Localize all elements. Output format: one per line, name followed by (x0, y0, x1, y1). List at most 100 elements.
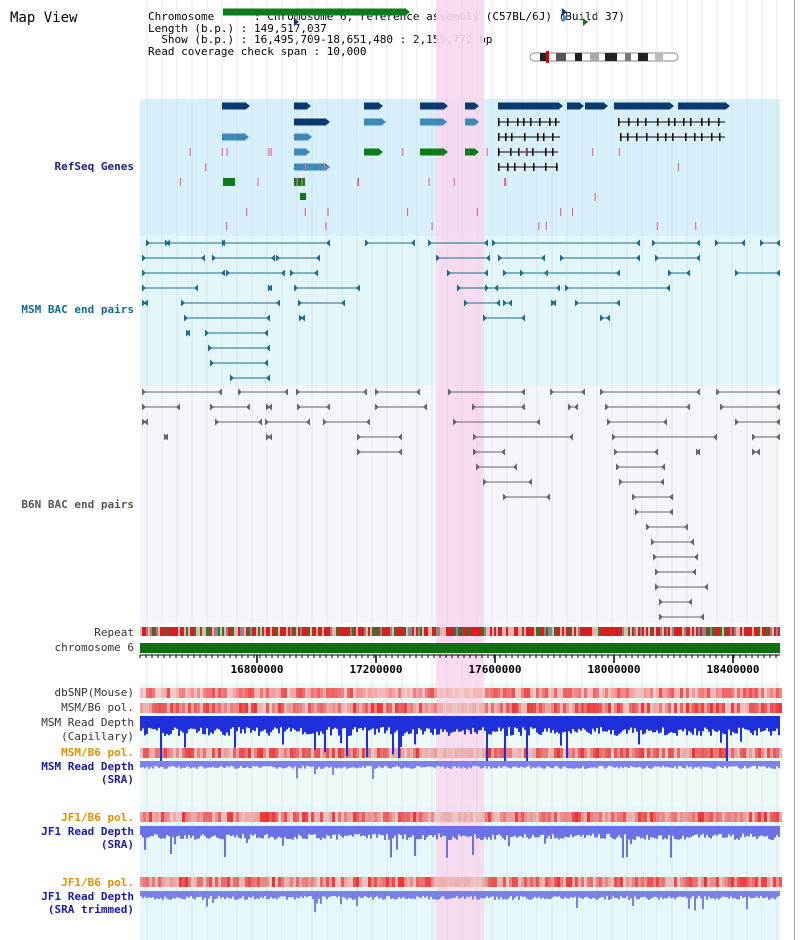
heat-cell (170, 748, 173, 758)
small-feature (594, 193, 596, 201)
repeat-block (172, 627, 174, 636)
small-feature (504, 178, 506, 186)
repeat-block (658, 627, 660, 636)
depth-bar (530, 891, 532, 900)
depth-bar (196, 826, 198, 839)
depth-bar (510, 826, 512, 838)
heat-cell (455, 703, 458, 713)
heat-cell (320, 703, 323, 713)
depth-bar (672, 716, 674, 733)
heat-cell (656, 877, 659, 887)
heat-cell (701, 812, 704, 822)
depth-bar (620, 716, 622, 733)
heat-cell (644, 748, 647, 758)
heat-cell (674, 877, 677, 887)
heat-cell (287, 812, 290, 822)
depth-bar (296, 891, 298, 898)
depth-bar (274, 891, 276, 899)
depth-bar (282, 761, 284, 769)
heat-cell (734, 703, 737, 713)
heat-cell (548, 688, 551, 698)
depth-bar (332, 761, 334, 775)
depth-bar (270, 761, 272, 767)
repeat-block (430, 627, 432, 636)
depth-bar (678, 826, 680, 840)
depth-bar (406, 891, 408, 900)
msm-bac-pair-end (326, 239, 330, 247)
heat-cell (647, 748, 650, 758)
depth-bar (188, 826, 190, 836)
small-feature (270, 148, 272, 156)
depth-bar (422, 891, 424, 897)
depth-bar (160, 761, 162, 767)
depth-bar (200, 761, 202, 767)
heat-cell (326, 688, 329, 698)
heat-cell (566, 688, 569, 698)
depth-bar (410, 826, 412, 838)
heat-cell (575, 748, 578, 758)
repeat-block (478, 627, 480, 636)
depth-bar (350, 761, 352, 768)
heat-cell (392, 703, 395, 713)
depth-bar (330, 716, 332, 736)
heat-cell (278, 748, 281, 758)
depth-bar (170, 716, 172, 734)
depth-bar (310, 891, 312, 897)
heat-cell (749, 748, 752, 758)
depth-bar (368, 761, 370, 766)
depth-bar (228, 761, 230, 768)
track-label-msm-b6-pol-2: MSM/B6 pol. (61, 746, 134, 759)
heat-cell (602, 877, 605, 887)
b6n-bac-pair-end (735, 418, 739, 426)
depth-bar (520, 891, 522, 897)
depth-bar (462, 826, 464, 836)
depth-bar (738, 761, 740, 769)
depth-bar (248, 826, 250, 840)
depth-bar (444, 716, 446, 730)
heat-cell (602, 812, 605, 822)
heat-cell (776, 877, 779, 887)
heat-cell (584, 877, 587, 887)
repeat-block (392, 627, 394, 636)
depth-bar (524, 761, 526, 769)
heat-cell (320, 877, 323, 887)
msm-bac-pair-end (146, 239, 150, 247)
heat-cell (770, 877, 773, 887)
heat-cell (764, 748, 767, 758)
gene-exon (511, 133, 513, 141)
depth-bar (622, 826, 624, 858)
depth-bar (528, 761, 530, 766)
depth-bar (142, 716, 144, 729)
depth-bar (582, 826, 584, 835)
depth-bar (234, 891, 236, 900)
heat-cell (326, 703, 329, 713)
ideogram-band (638, 53, 648, 61)
repeat-block (310, 627, 312, 636)
repeat-block (442, 627, 444, 636)
depth-bar (764, 761, 766, 767)
gene-arrow (294, 18, 299, 26)
depth-bar (170, 826, 172, 854)
depth-bar (758, 826, 760, 837)
heat-cell (428, 877, 431, 887)
depth-bar (250, 826, 252, 835)
repeat-block (776, 627, 778, 636)
heat-cell (644, 812, 647, 822)
depth-bar (204, 716, 206, 735)
heat-cell (443, 703, 446, 713)
heat-cell (422, 812, 425, 822)
heat-cell (524, 703, 527, 713)
heat-cell (488, 688, 491, 698)
heat-cell (422, 703, 425, 713)
heat-cell (407, 703, 410, 713)
depth-bar (370, 891, 372, 897)
heat-cell (491, 812, 494, 822)
heat-cell (347, 812, 350, 822)
depth-bar (724, 716, 726, 735)
depth-bar (440, 891, 442, 898)
heat-cell (563, 877, 566, 887)
depth-bar (306, 891, 308, 898)
heat-cell (392, 877, 395, 887)
depth-bar (486, 891, 488, 897)
